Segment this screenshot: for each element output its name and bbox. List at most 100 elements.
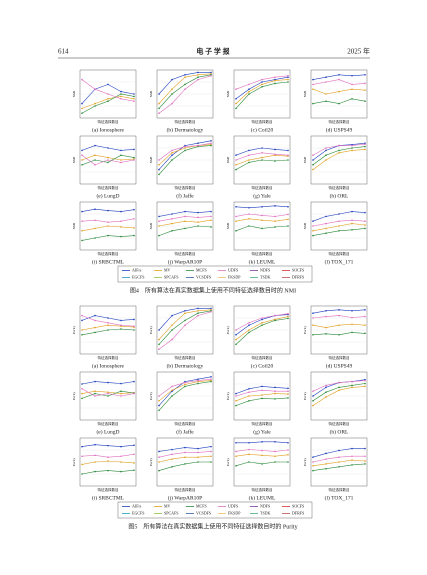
- series-marker: [107, 234, 109, 237]
- y-axis-label: NMI: [72, 222, 76, 230]
- series-marker: [94, 88, 96, 90]
- series-marker: [107, 329, 109, 331]
- series-marker: [364, 315, 366, 318]
- series-marker: [261, 318, 263, 321]
- series-marker: [107, 392, 109, 395]
- series-marker: [107, 456, 109, 459]
- panel-caption: (f) Jaffe: [176, 428, 194, 435]
- series-marker: [120, 149, 122, 152]
- series-marker: [261, 385, 263, 388]
- y-axis-label: Purity: [149, 457, 153, 466]
- series-marker: [274, 455, 276, 458]
- series-marker: [325, 384, 327, 387]
- series-marker: [184, 385, 186, 388]
- series-marker: [274, 461, 276, 463]
- series-marker: [235, 88, 237, 90]
- series-marker: [184, 383, 186, 386]
- series-marker: [133, 329, 135, 331]
- series-marker: [261, 156, 263, 159]
- series-marker: [94, 395, 96, 397]
- series-marker: [338, 144, 340, 147]
- series-marker: [120, 159, 122, 161]
- series-marker: [184, 227, 186, 230]
- series-marker: [312, 395, 314, 397]
- series-marker: [351, 222, 353, 225]
- series-marker: [158, 395, 160, 397]
- series-marker: [248, 154, 250, 156]
- series-marker: [171, 395, 173, 397]
- series-marker: [248, 88, 250, 90]
- series-marker: [107, 469, 109, 472]
- legend-label: MCFS: [196, 503, 207, 508]
- x-axis-label: 特征选择数目: [329, 185, 350, 190]
- series-marker: [120, 382, 122, 385]
- series-marker: [248, 218, 250, 220]
- series-marker: [338, 461, 340, 463]
- panel-caption: (i) SRBCTML: [92, 258, 125, 265]
- series-marker: [235, 154, 237, 156]
- series-marker: [274, 398, 276, 400]
- series-marker: [94, 454, 96, 457]
- y-axis-label: NMI: [149, 156, 153, 164]
- series-marker: [184, 83, 186, 86]
- series-marker: [158, 215, 160, 218]
- year: 2025 年: [347, 47, 370, 56]
- series-marker: [81, 445, 83, 448]
- x-axis-label: 特征选择数目: [98, 119, 119, 124]
- series-marker: [287, 442, 289, 444]
- series-marker: [312, 404, 314, 407]
- series-marker: [210, 140, 212, 142]
- series-marker: [261, 81, 263, 83]
- legend-label: VCSDFS: [196, 510, 211, 515]
- y-axis-label: Purity: [226, 325, 230, 334]
- series-marker: [312, 234, 314, 237]
- panel-caption: (g) Yale: [253, 192, 271, 199]
- series-marker: [81, 239, 83, 242]
- series-marker: [287, 312, 289, 315]
- series-marker: [197, 379, 199, 382]
- series-marker: [325, 333, 327, 335]
- y-axis-label: NMI: [303, 156, 307, 164]
- series-marker: [94, 443, 96, 446]
- series-marker: [351, 316, 353, 319]
- series-marker: [184, 310, 186, 312]
- series-marker: [184, 324, 186, 327]
- series-marker: [338, 90, 340, 93]
- series-marker: [171, 448, 173, 451]
- series-marker: [325, 76, 327, 78]
- x-axis-label: 特征选择数目: [252, 421, 273, 426]
- legend-label: DFRFS: [292, 274, 304, 279]
- series-marker: [274, 450, 276, 453]
- series-marker: [94, 326, 96, 329]
- x-axis-label: 特征选择数目: [252, 487, 273, 492]
- series-marker: [94, 208, 96, 210]
- series-marker: [94, 105, 96, 107]
- series-marker: [158, 456, 160, 459]
- series-marker: [120, 328, 122, 330]
- series-marker: [248, 322, 250, 324]
- series-marker: [248, 442, 250, 444]
- series-marker: [364, 460, 366, 462]
- series-marker: [210, 310, 212, 313]
- series-marker: [184, 210, 186, 213]
- series-marker: [158, 173, 160, 176]
- series-marker: [107, 381, 109, 384]
- series-marker: [120, 392, 122, 395]
- series-marker: [171, 458, 173, 460]
- series-marker: [235, 98, 237, 100]
- series-marker: [184, 463, 186, 465]
- series-marker: [351, 83, 353, 86]
- panel-caption: (l) TOX_171: [325, 258, 354, 265]
- x-axis-label: 特征选择数目: [252, 251, 273, 256]
- series-marker: [235, 450, 237, 453]
- legend-label: NDFS: [260, 503, 270, 508]
- legend-label: MV: [164, 267, 171, 272]
- legend-label: EGCFS: [132, 274, 144, 279]
- series-marker: [171, 149, 173, 152]
- series-marker: [287, 81, 289, 83]
- y-axis-label: Purity: [72, 457, 76, 466]
- series-marker: [235, 343, 237, 346]
- panel-caption: (b) Dermatology: [167, 126, 204, 133]
- series-marker: [261, 214, 263, 217]
- series-marker: [120, 93, 122, 95]
